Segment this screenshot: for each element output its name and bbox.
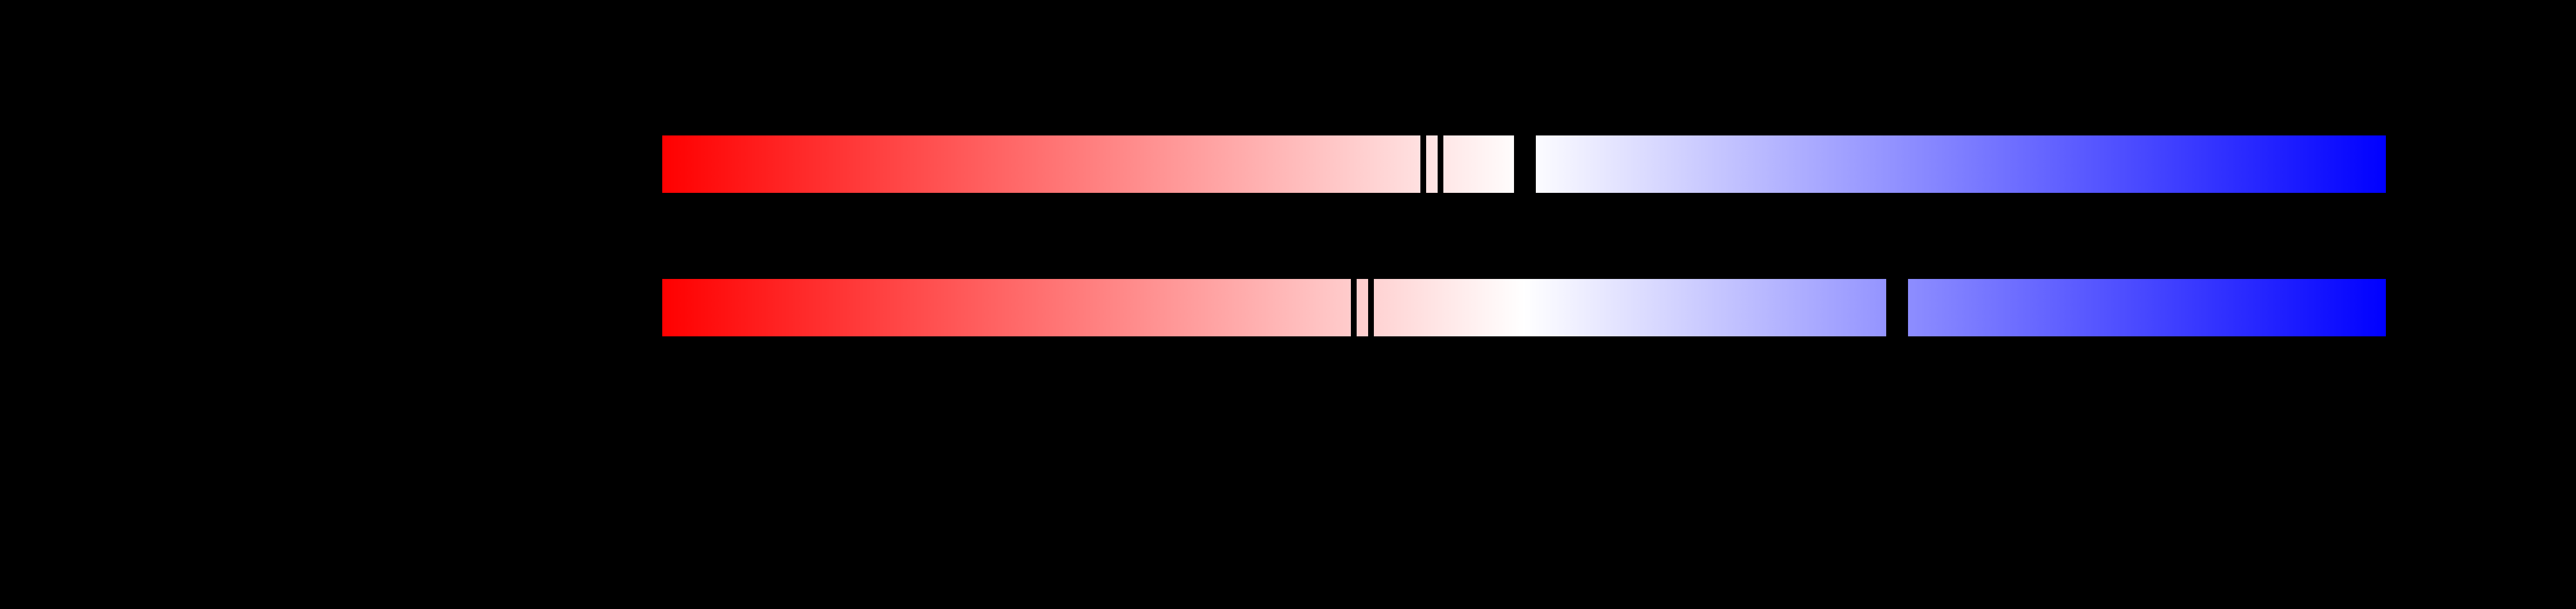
track-break — [1438, 135, 1443, 193]
track-break — [1420, 135, 1426, 193]
gradient-track-1 — [662, 135, 2386, 193]
track-break — [1514, 135, 1536, 193]
track-break — [1886, 279, 1908, 336]
gradient-track-2 — [662, 279, 2386, 336]
track-break — [1368, 279, 1374, 336]
track-break — [1351, 279, 1357, 336]
